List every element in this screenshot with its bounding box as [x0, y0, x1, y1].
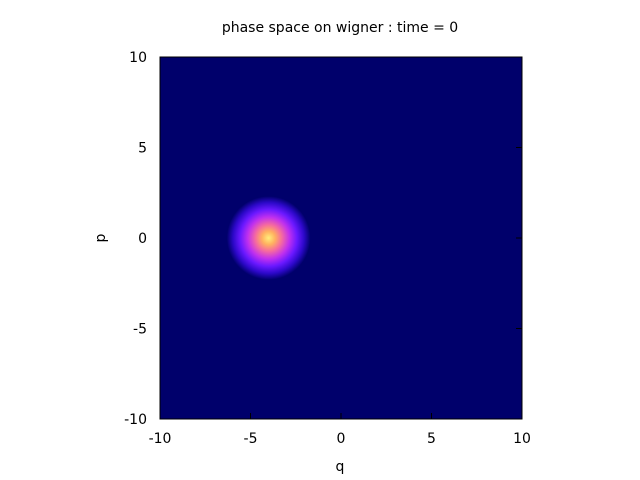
x-tick-label: 10: [513, 431, 531, 447]
y-axis-ticks: -10 -5 0 5 10: [124, 50, 522, 428]
x-axis-ticks: -10 -5 0 5 10: [149, 413, 531, 447]
x-tick-label: -10: [149, 431, 172, 447]
x-axis-label: q: [336, 459, 345, 475]
chart-title: phase space on wigner : time = 0: [222, 20, 458, 36]
y-tick-label: 5: [138, 141, 147, 157]
y-tick-label: -5: [133, 322, 147, 338]
wigner-peak: [226, 196, 311, 280]
y-axis-label: p: [93, 233, 109, 242]
y-tick-label: -10: [124, 412, 147, 428]
y-tick-label: 10: [129, 50, 147, 66]
x-tick-label: 0: [337, 431, 346, 447]
x-tick-label: 5: [427, 431, 436, 447]
heatmap-background: [160, 57, 522, 419]
y-tick-label: 0: [138, 231, 147, 247]
x-tick-label: -5: [244, 431, 258, 447]
